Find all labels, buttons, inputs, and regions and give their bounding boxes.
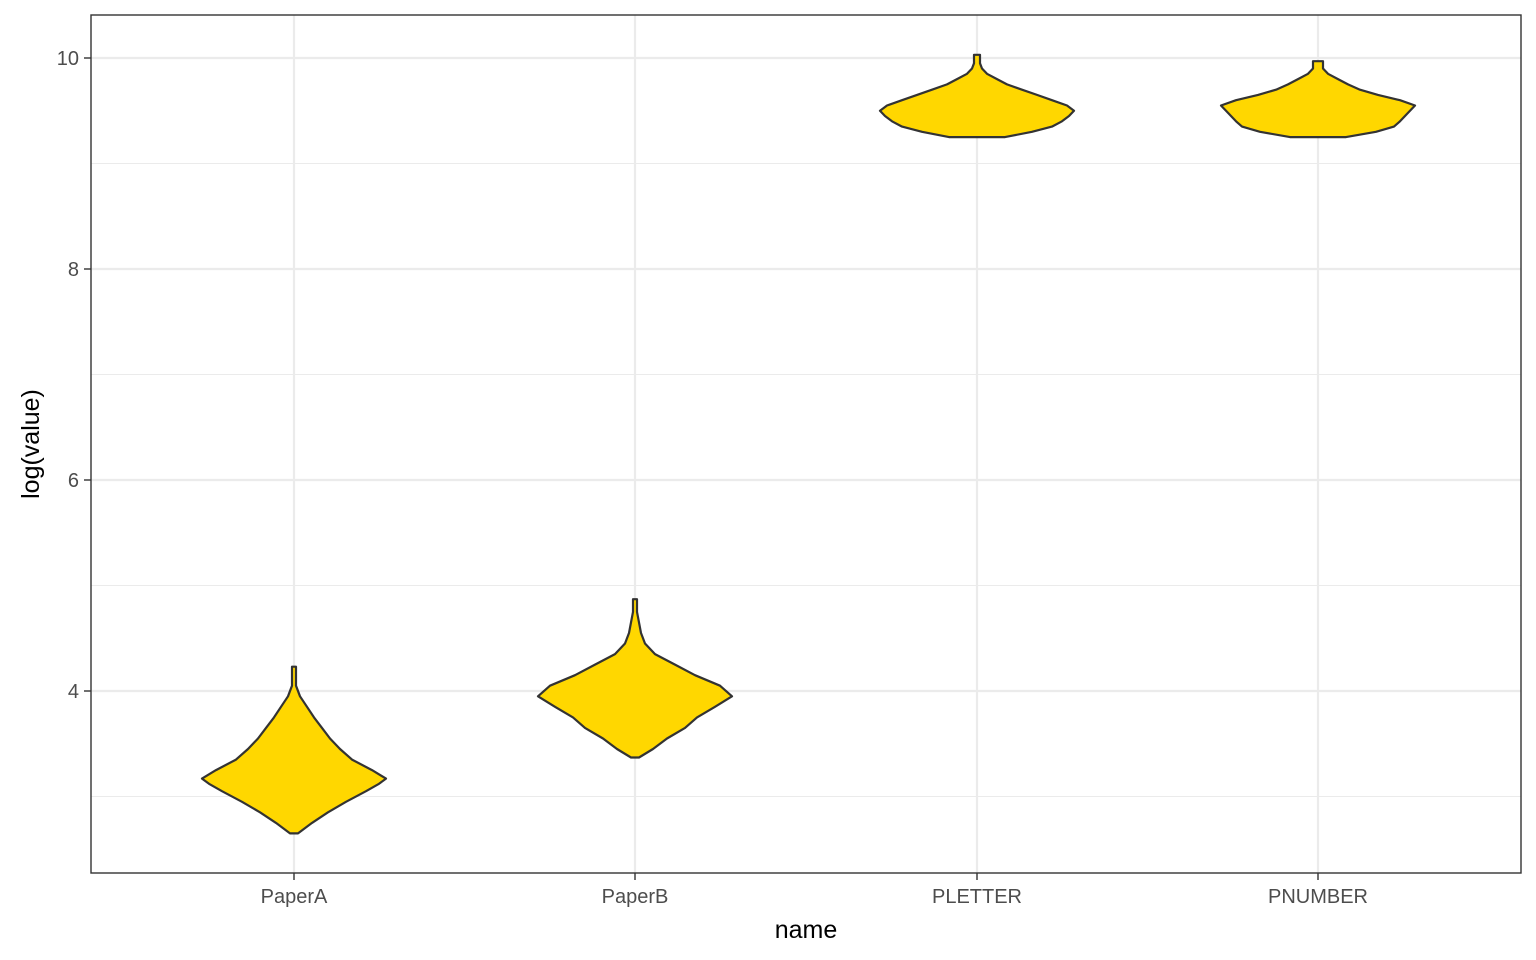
violin-pletter (878, 53, 1076, 139)
violin-papera (200, 665, 388, 835)
plot-panel-border (90, 14, 1522, 874)
violin-pnumber (1219, 60, 1417, 139)
y-tick-label: 8 (68, 259, 79, 281)
x-tick-label: PNUMBER (1268, 886, 1368, 908)
violin-paperb (536, 598, 734, 759)
y-axis-title: log(value) (17, 389, 45, 499)
x-axis-ticks: PaperA PaperB PLETTER PNUMBER (261, 873, 1368, 908)
x-tick-label: PaperA (261, 886, 328, 908)
y-tick-label: 4 (68, 681, 79, 703)
x-tick-label: PaperB (602, 886, 669, 908)
y-axis-ticks: 4 6 8 10 (57, 48, 91, 703)
y-tick-label: 6 (68, 470, 79, 492)
x-axis-title: name (775, 916, 838, 944)
x-tick-label: PLETTER (932, 886, 1022, 908)
violins (200, 53, 1417, 835)
y-tick-label: 10 (57, 48, 79, 70)
